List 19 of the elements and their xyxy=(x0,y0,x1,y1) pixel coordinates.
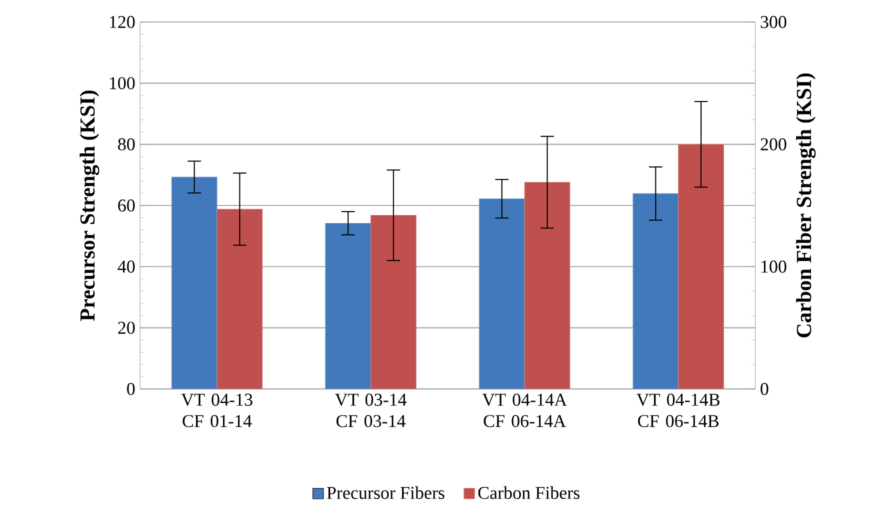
y-tick-label: 120 xyxy=(110,16,135,28)
y-axis-title: Precursor Strength (KSI) xyxy=(80,90,100,321)
y2-tick-label: 300 xyxy=(760,16,786,28)
x-tick-label: VT 04-13 CF 01-14 xyxy=(181,393,252,427)
y-tick-label: 20 xyxy=(118,322,135,334)
y-tick-label: 60 xyxy=(118,199,135,212)
x-tick-label: VT 04-14B CF 06-14B xyxy=(636,393,720,427)
x-tick-label: VT 03-14 CF 03-14 xyxy=(334,393,407,427)
x-tick-label: VT 04-14A CF 06-14A xyxy=(482,393,567,427)
legend-label: Carbon Fibers xyxy=(478,486,580,499)
legend-label: Precursor Fibers xyxy=(326,486,444,499)
y2-tick-label: 200 xyxy=(760,138,786,150)
y-tick-label: 0 xyxy=(127,382,135,395)
y2-axis-title: Carbon Fiber Strength (KSI) xyxy=(796,73,816,338)
y2-tick-label: 100 xyxy=(762,260,786,273)
y-tick-label: 40 xyxy=(118,260,135,273)
y-tick-label: 80 xyxy=(118,138,135,150)
y-tick-label: 100 xyxy=(110,76,135,90)
y2-tick-label: 0 xyxy=(760,382,768,395)
